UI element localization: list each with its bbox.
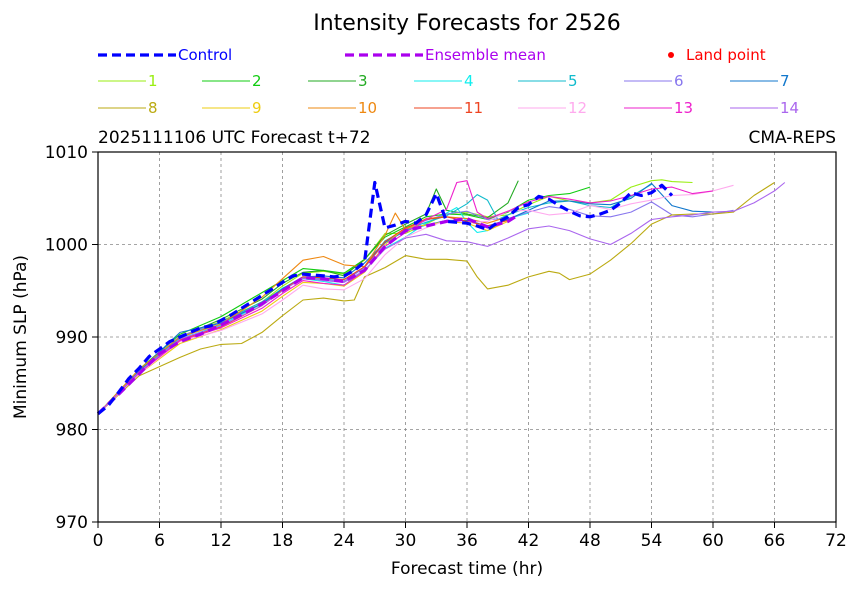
axis-ticks: 0 6 12 18 24 30 36 42 48 54 60 66 72 970 980 990 1000 101…: [45, 143, 847, 551]
series-line-control: [96, 180, 674, 416]
x-tick-label: 30: [395, 531, 417, 551]
legend-label-member: 13: [674, 99, 693, 117]
x-tick-label: 60: [702, 531, 724, 551]
legend-label-control: Control: [178, 46, 232, 64]
model-name-label: CMA-REPS: [748, 128, 836, 148]
legend-label-member: 7: [780, 72, 790, 90]
legend-label-member: 10: [358, 99, 377, 117]
y-tick-label: 1000: [45, 236, 88, 256]
x-tick-label: 72: [825, 531, 847, 551]
x-tick-label: 18: [272, 531, 294, 551]
x-tick-label: 24: [333, 531, 355, 551]
legend-label-member: 2: [252, 72, 262, 90]
x-tick-label: 12: [210, 531, 232, 551]
chart-title: Intensity Forecasts for 2526: [313, 11, 621, 36]
y-tick-label: 1010: [45, 143, 88, 163]
legend-label-member: 6: [674, 72, 684, 90]
series-line-8: [97, 182, 775, 415]
y-tick-label: 980: [56, 421, 88, 441]
legend-label-member: 12: [568, 99, 587, 117]
x-tick-label: 6: [154, 531, 165, 551]
legend-label-land-point: Land point: [686, 46, 766, 64]
x-tick-label: 54: [641, 531, 663, 551]
series-line-11: [97, 216, 509, 415]
x-axis-label: Forecast time (hr): [391, 559, 543, 579]
series-layer: [96, 179, 786, 416]
x-tick-label: 48: [579, 531, 601, 551]
legend-label-member: 9: [252, 99, 262, 117]
legend-label-member: 4: [464, 72, 474, 90]
legend-label-member: 1: [148, 72, 158, 90]
series-line-2: [97, 186, 591, 415]
y-tick-label: 990: [56, 328, 88, 348]
x-tick-label: 36: [456, 531, 478, 551]
legend-label-member: 14: [780, 99, 799, 117]
series-line-ensemble-mean: [96, 213, 520, 415]
legend-label-mean: Ensemble mean: [425, 46, 546, 64]
x-tick-label: 0: [93, 531, 104, 551]
land-point-marker: [668, 52, 674, 58]
y-axis-label: Minimum SLP (hPa): [11, 255, 31, 419]
y-tick-label: 970: [56, 513, 88, 533]
legend-label-member: 3: [358, 72, 368, 90]
x-tick-label: 66: [764, 531, 786, 551]
forecast-init-label: 2025111106 UTC Forecast t+72: [98, 128, 371, 148]
legend-label-member: 8: [148, 99, 158, 117]
x-tick-label: 42: [518, 531, 540, 551]
series-line-13: [97, 180, 714, 415]
legend-label-member: 5: [568, 72, 578, 90]
legend-label-member: 11: [464, 99, 483, 117]
